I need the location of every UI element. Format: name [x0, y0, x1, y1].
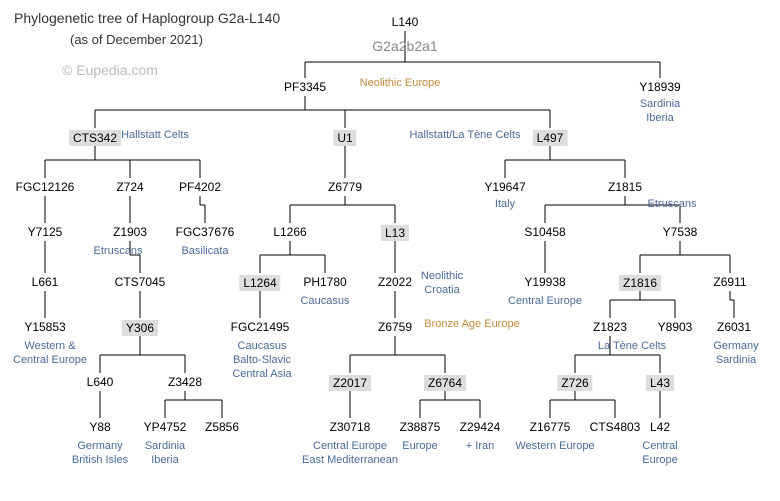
node-Y18939: Y18939 [639, 80, 680, 94]
node-PF4202: PF4202 [179, 180, 221, 194]
node-Y8903: Y8903 [658, 320, 693, 334]
note-caucasus1: Caucasus [301, 295, 350, 309]
node-CTS7045: CTS7045 [115, 275, 166, 289]
note-central_europe2: CentralEurope [642, 440, 677, 468]
node-YP4752: YP4752 [144, 420, 187, 434]
node-Z724: Z724 [116, 180, 143, 194]
node-PH1780: PH1780 [303, 275, 346, 289]
node-L1266: L1266 [273, 225, 306, 239]
node-L640: L640 [87, 375, 114, 389]
note-germany_british: GermanyBritish Isles [72, 440, 128, 468]
node-L42: L42 [650, 420, 670, 434]
node-Z16775: Z16775 [530, 420, 571, 434]
note-latene_celts: La Tène Celts [598, 340, 666, 354]
node-Y306: Y306 [122, 320, 158, 336]
node-Z6764: Z6764 [424, 375, 466, 391]
node-Z6911: Z6911 [713, 275, 746, 289]
node-Z5856: Z5856 [205, 420, 239, 434]
note-hallstatt_latene: Hallstatt/La Tène Celts [409, 129, 520, 143]
note-hallstatt_celts: Hallstatt Celts [121, 129, 189, 143]
node-PF3345: PF3345 [284, 80, 326, 94]
node-Z2022: Z2022 [378, 275, 412, 289]
node-Z6779: Z6779 [328, 180, 362, 194]
note-western_central: Western &Central Europe [13, 340, 87, 368]
node-L1264: L1264 [239, 275, 280, 291]
note-caucasus_balto: CaucasusBalto-SlavicCentral Asia [232, 340, 291, 381]
node-Z726: Z726 [557, 375, 592, 391]
node-Z1816: Z1816 [619, 275, 661, 291]
note-neolithic_croatia: NeolithicCroatia [421, 270, 463, 298]
node-Y19938: Y19938 [524, 275, 565, 289]
node-Y88: Y88 [89, 420, 110, 434]
note-germany_sardinia: GermanySardinia [713, 340, 758, 368]
node-L13: L13 [381, 225, 409, 241]
node-Z1823: Z1823 [593, 320, 627, 334]
note-sardinia_iberia2: SardiniaIberia [145, 440, 185, 468]
note-central_europe1: Central Europe [508, 295, 582, 309]
node-Y7125: Y7125 [28, 225, 63, 239]
note-basilicata: Basilicata [181, 245, 228, 259]
note-neolithic_europe: Neolithic Europe [360, 77, 441, 91]
node-L43: L43 [646, 375, 674, 391]
node-Z6759: Z6759 [378, 320, 412, 334]
node-Z30718: Z30718 [330, 420, 371, 434]
note-europe: Europe [402, 440, 437, 454]
note-bronze_age: Bronze Age Europe [424, 318, 519, 332]
note-western_europe: Western Europe [515, 440, 594, 454]
node-CTS342: CTS342 [69, 130, 121, 146]
node-Z1903: Z1903 [113, 225, 147, 239]
node-Z38875: Z38875 [400, 420, 441, 434]
node-Y15853: Y15853 [24, 320, 65, 334]
node-L497: L497 [533, 130, 568, 146]
node-FGC37676: FGC37676 [176, 225, 235, 239]
note-etruscans2: Etruscans [94, 245, 143, 259]
node-CTS4803: CTS4803 [590, 420, 641, 434]
node-Z3428: Z3428 [168, 375, 202, 389]
node-Z2017: Z2017 [329, 375, 371, 391]
node-L140: L140 [392, 15, 419, 29]
node-G2a2b2a1: G2a2b2a1 [372, 38, 437, 54]
node-Z1815: Z1815 [608, 180, 642, 194]
note-sardinia_iberia1: SardiniaIberia [640, 98, 680, 126]
node-Z29424: Z29424 [460, 420, 501, 434]
note-plus_iran: + Iran [466, 440, 494, 454]
node-S10458: S10458 [524, 225, 565, 239]
node-FGC12126: FGC12126 [16, 180, 75, 194]
note-italy: Italy [495, 198, 515, 212]
node-U1: U1 [333, 130, 356, 146]
note-ce_em: Central EuropeEast Mediterranean [302, 440, 398, 468]
node-Y19647: Y19647 [484, 180, 525, 194]
node-Y7538: Y7538 [663, 225, 698, 239]
node-FGC21495: FGC21495 [231, 320, 290, 334]
node-Z6031: Z6031 [717, 320, 751, 334]
note-etruscans1: Etruscans [648, 198, 697, 212]
node-L661: L661 [32, 275, 59, 289]
